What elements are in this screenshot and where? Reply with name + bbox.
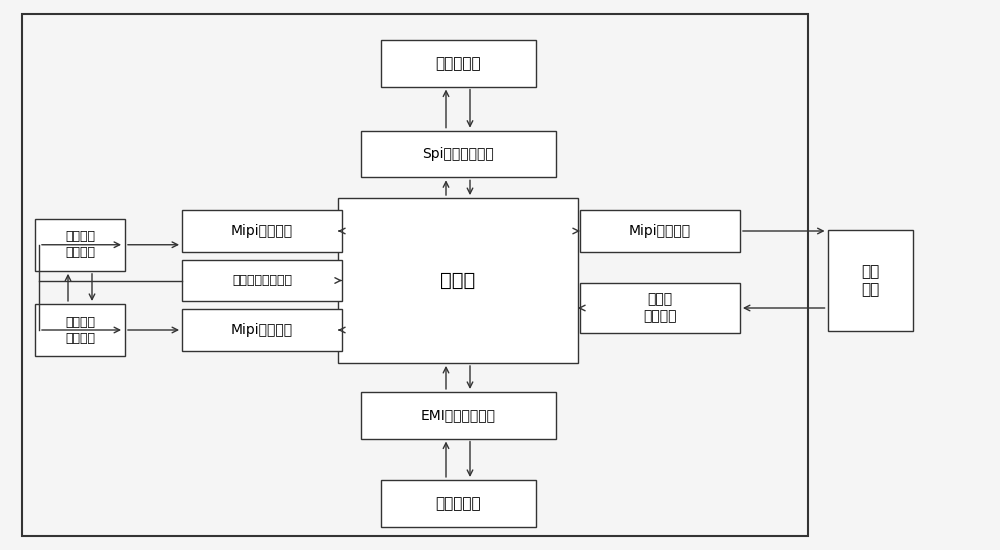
Bar (580, 210, 740, 252)
Text: 图像获取控制模块: 图像获取控制模块 (232, 274, 292, 287)
Bar (35, 218, 125, 271)
Bar (182, 210, 342, 252)
Text: 第一图像
获取单元: 第一图像 获取单元 (65, 230, 95, 259)
Bar (361, 392, 556, 439)
Text: Mipi传输模块: Mipi传输模块 (231, 224, 293, 238)
Text: 第一存储器: 第一存储器 (435, 496, 481, 511)
Bar (361, 131, 556, 177)
Bar (580, 283, 740, 333)
Text: Mipi传输模块: Mipi传输模块 (629, 224, 691, 238)
Bar (828, 230, 912, 331)
Text: 第二图像
获取单元: 第二图像 获取单元 (65, 316, 95, 344)
Bar (380, 480, 536, 527)
Bar (22, 14, 808, 536)
Text: 电子
设备: 电子 设备 (861, 263, 879, 298)
Text: 处理器: 处理器 (440, 271, 476, 290)
Bar (182, 309, 342, 351)
Text: 处理器
控制模块: 处理器 控制模块 (643, 293, 677, 323)
Text: EMI数据传输模块: EMI数据传输模块 (420, 408, 496, 422)
Bar (380, 40, 536, 86)
Text: 第二存储器: 第二存储器 (435, 56, 481, 71)
Bar (338, 198, 578, 363)
Bar (182, 260, 342, 301)
Text: Mipi传输模块: Mipi传输模块 (231, 323, 293, 337)
Bar (35, 304, 125, 356)
Text: Spi数据传输模块: Spi数据传输模块 (422, 147, 494, 161)
